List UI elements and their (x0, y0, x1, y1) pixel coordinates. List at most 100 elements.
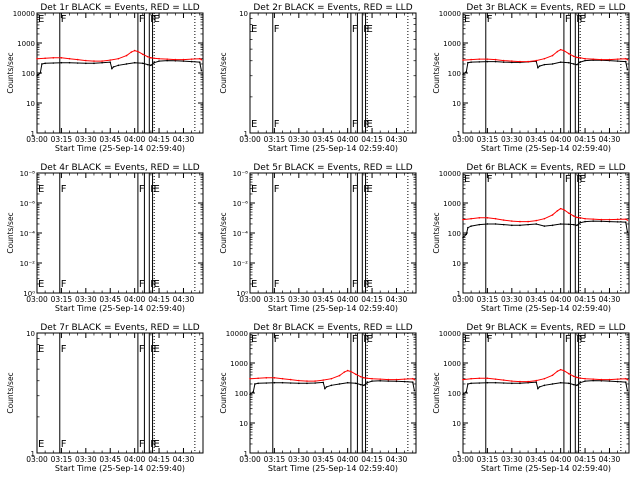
lld-data-point (608, 218, 611, 221)
flag-letter-lower: E (251, 119, 257, 130)
flag-letter-lower: E (251, 279, 257, 290)
events-series-line (36, 60, 202, 77)
y-axis-label: Counts/sec (219, 52, 228, 93)
events-data-point (150, 64, 152, 67)
events-data-point (395, 380, 398, 383)
y-tick-label: 10⁻² (233, 260, 249, 268)
flag-letter-top: F (139, 14, 145, 25)
events-data-point (535, 223, 538, 225)
events-series-line (249, 380, 415, 395)
y-tick-label: 10000 (439, 170, 461, 178)
x-tick-label: 03:00 (452, 295, 474, 304)
plot-frame (462, 12, 630, 134)
events-data-point (616, 380, 619, 383)
events-data-point (579, 381, 581, 384)
events-data-point (467, 61, 469, 64)
lld-data-point (624, 218, 627, 220)
x-tick-label: 03:00 (452, 455, 474, 464)
x-tick-label: 04:30 (599, 295, 621, 304)
events-data-point (543, 63, 546, 66)
lld-data-point (535, 379, 538, 382)
x-tick-label: 04:00 (550, 295, 572, 304)
events-data-point (470, 382, 472, 385)
panel-title: Det 2r BLACK = Events, RED = LLD (253, 3, 412, 13)
y-tick-label: 10 (26, 100, 35, 108)
events-data-point (411, 381, 414, 383)
lld-data-point (363, 377, 365, 379)
plot-frame (462, 172, 630, 294)
lld-data-point (101, 60, 103, 62)
events-data-point (478, 223, 481, 226)
flag-letter-top: F (565, 334, 571, 345)
events-data-point (306, 382, 308, 385)
detector-panel: Det 6r BLACK = Events, RED = LLD 1 10 100 10… (432, 163, 630, 313)
events-series-line (462, 380, 628, 395)
x-tick-label: 04:00 (337, 295, 359, 304)
flag-letter-top: E (464, 334, 470, 345)
lld-data-point (413, 378, 416, 381)
events-data-point (322, 381, 325, 384)
x-tick-label: 04:00 (337, 135, 359, 144)
y-axis-label: Counts/sec (432, 372, 441, 413)
flag-letter-lower: F (274, 279, 280, 290)
events-data-point (254, 383, 256, 385)
events-data-point (478, 382, 481, 384)
events-data-point (371, 380, 373, 382)
lld-data-point (576, 56, 578, 59)
events-data-point (324, 387, 326, 390)
lld-data-point (478, 58, 481, 60)
lld-data-point (298, 379, 300, 382)
x-tick-label: 03:15 (477, 135, 499, 144)
lld-data-point (379, 378, 381, 380)
events-data-point (359, 383, 362, 386)
flag-letter-lower: E (367, 279, 373, 290)
lld-data-point (85, 59, 87, 62)
detector-panel: Det 4r BLACK = Events, RED = LLD 10⁰ 10⁻² 1… (6, 163, 204, 313)
lld-data-point (563, 369, 565, 372)
events-data-point (486, 60, 489, 63)
events-data-point (511, 224, 513, 227)
events-data-point (551, 383, 554, 385)
flag-letter-upper: F (139, 344, 145, 355)
lld-data-point (371, 377, 373, 380)
events-data-point (465, 390, 468, 393)
flag-letter-top: F (352, 334, 358, 345)
flag-letter-lower: E (154, 279, 160, 290)
plot-frame (36, 12, 204, 134)
y-axis-label: Counts/sec (219, 372, 228, 413)
events-data-point (584, 59, 586, 62)
events-data-point (494, 60, 497, 63)
y-tick-label: 10 (239, 420, 248, 428)
lld-data-point (543, 217, 546, 220)
flag-letter-lower: E (38, 279, 44, 290)
events-data-point (467, 226, 469, 229)
flag-letter-upper: F (363, 184, 369, 195)
lld-data-point (403, 378, 406, 380)
y-tick-label: 10⁰ (236, 290, 248, 298)
events-data-point (346, 381, 349, 384)
lld-data-point (551, 54, 554, 57)
events-data-point (465, 233, 468, 236)
lld-data-point (322, 379, 325, 381)
events-data-point (608, 380, 611, 382)
lld-series-line (462, 208, 628, 223)
panel-title: Det 6r BLACK = Events, RED = LLD (466, 163, 625, 173)
flag-letter-top: F (363, 334, 369, 345)
flag-letter-upper: F (363, 24, 369, 35)
lld-data-point (249, 377, 251, 380)
y-axis-label: Counts/sec (6, 212, 15, 253)
lld-data-point (494, 217, 497, 220)
lld-data-point (36, 57, 38, 60)
events-data-point (467, 383, 469, 385)
lld-data-point (281, 377, 284, 380)
events-data-point (567, 223, 570, 226)
lld-data-point (462, 59, 464, 61)
events-series-line (462, 59, 628, 75)
x-tick-label: 03:15 (51, 455, 73, 464)
events-data-point (52, 62, 55, 64)
events-data-point (551, 224, 554, 227)
events-data-point (330, 384, 333, 387)
x-tick-label: 04:15 (574, 135, 596, 144)
plot-frame (249, 12, 417, 134)
lld-data-point (502, 379, 505, 381)
